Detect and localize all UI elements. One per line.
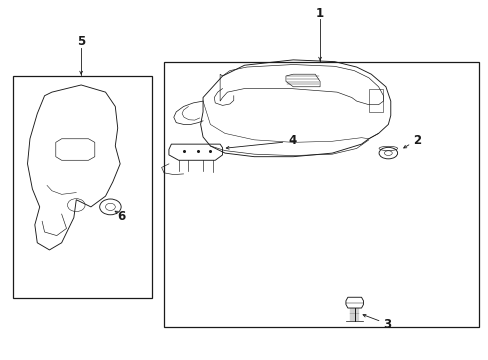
Text: 6: 6: [117, 210, 125, 223]
Text: 3: 3: [383, 318, 390, 331]
Text: 4: 4: [287, 134, 296, 147]
Text: 5: 5: [77, 35, 85, 49]
Text: 2: 2: [413, 134, 421, 147]
Bar: [13, 76, 152, 298]
Bar: [163, 62, 478, 327]
Text: 1: 1: [315, 7, 324, 20]
